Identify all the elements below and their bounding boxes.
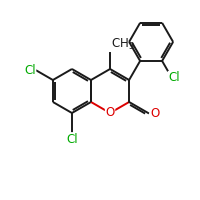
- Text: Cl: Cl: [24, 64, 36, 77]
- Text: CH$_3$: CH$_3$: [111, 36, 135, 51]
- Text: Cl: Cl: [66, 133, 78, 146]
- Text: O: O: [150, 107, 159, 120]
- Text: O: O: [105, 106, 115, 119]
- Text: Cl: Cl: [169, 71, 180, 84]
